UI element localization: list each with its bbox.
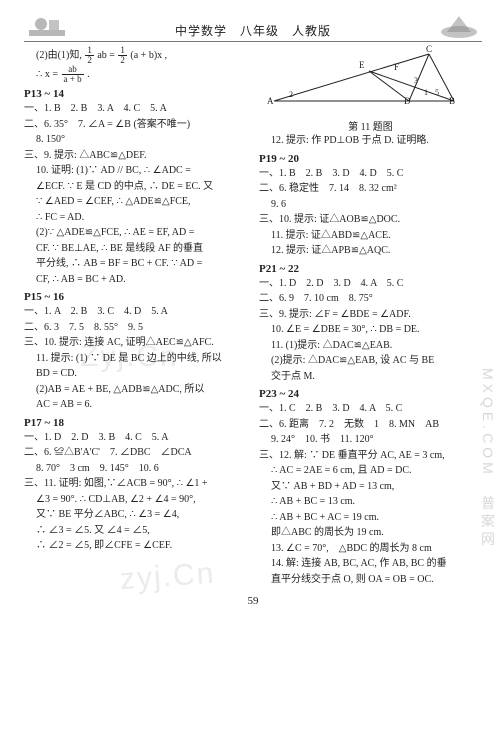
line: 二、6. 3 7. 5 8. 55° 9. 5 (24, 320, 247, 336)
text: ab = (97, 50, 115, 61)
line: 二、6. ≌△B'A'C' 7. ∠DBC ∠DCA (24, 445, 247, 461)
line: ∴ AB + BC + AC = 19 cm. (259, 510, 482, 526)
fig-label: D (404, 96, 411, 106)
text: (a + b)x , (130, 50, 167, 61)
line: 8. 70° 3 cm 9. 145° 10. 6 (24, 461, 247, 477)
line: 12. 提示: 作 PD⊥OB 于点 D. 证明略. (259, 133, 482, 149)
line: BD = CD. (24, 366, 247, 382)
line: ∵ ∠AED = ∠CEF, ∴ △ADE≌△FCE, (24, 194, 247, 210)
line: ∴ AB + BC = 13 cm. (259, 494, 482, 510)
line: ∴ ∠2 = ∠5, 即∠CFE = ∠CEF. (24, 538, 247, 554)
line: 直平分线交于点 O, 则 OA = OB = OC. (259, 572, 482, 588)
fig-label: 2 (289, 90, 293, 99)
left-column: (2)由(1)知, 12 ab = 12 (a + b)x , ∴ x = ab… (24, 46, 247, 587)
logo-left (24, 11, 70, 41)
line: 8. 150° (24, 132, 247, 148)
section-heading: P19 ~ 20 (259, 153, 482, 165)
line: 10. ∠E = ∠DBE = 30°, ∴ DB = DE. (259, 322, 482, 338)
line: 平分线, ∴ AB = BF = BC + CF. ∵ AD = (24, 256, 247, 272)
page-title: 中学数学 八年级 人教版 (175, 22, 331, 41)
section-heading: P13 ~ 14 (24, 88, 247, 100)
line: 10. 证明: (1)∵ AD // BC, ∴ ∠ADC = (24, 163, 247, 179)
line: 11. 提示: 证△ABD≌△ACE. (259, 228, 482, 244)
line: ∠ECF. ∵ E 是 CD 的中点, ∴ DE = EC. 又 (24, 179, 247, 195)
section-heading: P21 ~ 22 (259, 263, 482, 275)
line: 交于点 M. (259, 369, 482, 385)
section-heading: P23 ~ 24 (259, 388, 482, 400)
line: 三、12. 解: ∵ DE 垂直平分 AC, AE = 3 cm, (259, 448, 482, 464)
right-column: A B C D E F 2 3 5 1 第 11 题图 12. 提示: 作 PD… (259, 46, 482, 587)
fig-label: C (426, 44, 432, 54)
logo-right (436, 11, 482, 41)
line: CF. ∵ BE⊥AE, ∴ BE 是线段 AF 的垂直 (24, 241, 247, 257)
text: . (87, 69, 90, 80)
line: 二、6. 距离 7. 2 无数 1 8. MN AB (259, 417, 482, 433)
line: 三、10. 提示: 连接 AC, 证明△AEC≌△AFC. (24, 335, 247, 351)
line: 即△ABC 的周长为 19 cm. (259, 525, 482, 541)
line: (2)∵ △ADE≌△FCE, ∴ AE = EF, AD = (24, 225, 247, 241)
line: 12. 提示: 证△APB≌△AQC. (259, 243, 482, 259)
line: CF, ∴ AB = BC + AD. (24, 272, 247, 288)
line: 又∵ BE 平分∠ABC, ∴ ∠3 = ∠4, (24, 507, 247, 523)
text: (2)由(1)知, (36, 50, 82, 61)
line: 三、11. 证明: 如图,∵∠ACB = 90°, ∴ ∠1 + (24, 476, 247, 492)
line: ∴ AC = 2AE = 6 cm, 且 AD = DC. (259, 463, 482, 479)
line: 一、1. B 2. B 3. A 4. C 5. A (24, 101, 247, 117)
line: 三、10. 提示: 证△AOB≌△DOC. (259, 212, 482, 228)
figure-11: A B C D E F 2 3 5 1 (259, 46, 482, 116)
line: 一、1. B 2. B 3. D 4. D 5. C (259, 166, 482, 182)
line: 二、6. 稳定性 7. 14 8. 32 cm² (259, 181, 482, 197)
line: 一、1. C 2. B 3. D 4. A 5. C (259, 401, 482, 417)
line: 一、1. D 2. D 3. B 4. C 5. A (24, 430, 247, 446)
header-bar: 中学数学 八年级 人教版 (24, 8, 482, 42)
line: ∴ ∠3 = ∠5. 又 ∠4 = ∠5, (24, 523, 247, 539)
equation-line: ∴ x = aba + b . (24, 65, 247, 84)
line: 一、1. D 2. D 3. D 4. A 5. C (259, 276, 482, 292)
fig-label: B (449, 96, 455, 106)
watermark-side: MXQE.COM 普案网 (478, 368, 498, 550)
line: 9. 6 (259, 197, 482, 213)
figure-caption: 第 11 题图 (259, 118, 482, 133)
content-columns: (2)由(1)知, 12 ab = 12 (a + b)x , ∴ x = ab… (24, 46, 482, 587)
line: 三、9. 提示: ∠F = ∠BDE = ∠ADF. (259, 307, 482, 323)
fraction: 12 (117, 46, 128, 65)
page-number: 59 (24, 595, 482, 607)
line: 9. 24° 10. 书 11. 120° (259, 432, 482, 448)
line: 三、9. 提示: △ABC≌△DEF. (24, 148, 247, 164)
fraction: 12 (84, 46, 95, 65)
equation-line: (2)由(1)知, 12 ab = 12 (a + b)x , (24, 46, 247, 65)
fig-label: A (267, 96, 274, 106)
section-heading: P17 ~ 18 (24, 417, 247, 429)
line: 一、1. A 2. B 3. C 4. D 5. A (24, 304, 247, 320)
fraction: aba + b (61, 65, 85, 84)
fig-label: 1 (424, 88, 428, 97)
line: 又∵ AB + BD + AD = 13 cm, (259, 479, 482, 495)
line: 二、6. 35° 7. ∠A = ∠B (答案不唯一) (24, 117, 247, 133)
fig-label: E (359, 60, 365, 70)
line: (2)AB = AE + BE, △ADB≌△ADC, 所以 (24, 382, 247, 398)
line: AC = AB = 6. (24, 397, 247, 413)
line: 14. 解: 连接 AB, BC, AC, 作 AB, BC 的垂 (259, 556, 482, 572)
line: ∠3 = 90°. ∴ CD⊥AB, ∠2 + ∠4 = 90°, (24, 492, 247, 508)
fig-label: F (394, 62, 399, 72)
text: ∴ x = (36, 69, 58, 80)
line: 11. (1)提示: △DAC≌△EAB. (259, 338, 482, 354)
line: 11. 提示: (1) ∵ DE 是 BC 边上的中线, 所以 (24, 351, 247, 367)
line: (2)提示: △DAC≌△EAB, 设 AC 与 BE (259, 353, 482, 369)
line: 13. ∠C = 70°, △BDC 的周长为 8 cm (259, 541, 482, 557)
section-heading: P15 ~ 16 (24, 291, 247, 303)
fig-label: 5 (435, 88, 439, 97)
fig-label: 3 (414, 76, 418, 85)
line: ∴ FC = AD. (24, 210, 247, 226)
line: 二、6. 9 7. 10 cm 8. 75° (259, 291, 482, 307)
